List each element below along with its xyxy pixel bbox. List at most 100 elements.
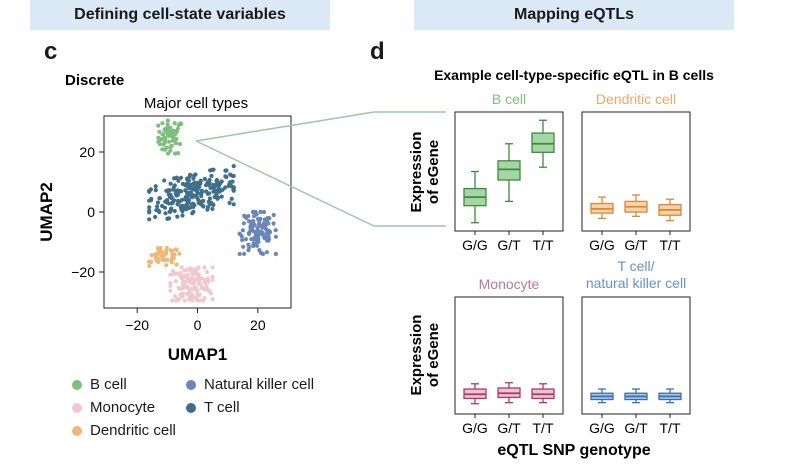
umap-point [199,298,204,303]
umap-point [171,137,176,142]
umap-point [267,216,272,221]
umap-point [264,227,269,232]
umap-point [195,288,200,293]
umap-point [188,280,193,285]
umap-point [147,205,152,210]
panel-d-title: Example cell-type-specific eQTL in B cel… [434,67,714,83]
panel-c-letter: c [44,38,58,65]
umap-point [172,208,177,214]
umap-point [149,259,154,264]
boxplot-box [463,170,487,224]
umap-point [179,197,184,203]
umap-point [199,285,205,290]
umap-point [229,196,234,201]
umap-point [156,123,161,128]
umap-point [173,141,178,146]
umap-point [187,190,192,195]
umap-point [219,194,224,199]
umap-point [171,187,176,192]
panel-c-subtitle: Discrete [65,72,124,89]
umap-point [230,173,235,178]
umap-point [160,121,165,126]
umap-point [246,219,252,224]
umap-point [266,238,271,243]
umap-point [174,247,179,253]
umap-point [169,260,174,265]
genotype-tick-label: T/T [533,420,554,436]
boxplot-box [531,383,555,404]
umap-point [246,242,251,247]
umap-point [196,200,201,206]
umap-point [249,222,254,227]
umap-point [165,131,170,136]
genotype-tick-label: T/T [533,237,554,253]
umap-point [166,188,171,193]
cell-type-legend: B cell Natural killer cell Monocyte T ce… [72,376,372,446]
umap-point [153,214,158,220]
umap-point [168,209,173,214]
umap-point [190,277,195,282]
genotype-tick-label: G/G [589,237,615,253]
umap-point [273,234,278,239]
umap-point [242,251,247,256]
genotype-tick-label: G/T [624,420,648,436]
umap-point [147,198,152,203]
umap-point [246,230,252,236]
umap-point [199,194,204,199]
umap-point [183,188,188,193]
umap-point [162,140,167,145]
umap-point [241,221,246,226]
boxplot-panel-title: T cell/ [617,258,654,274]
umap-point [191,186,196,191]
umap-point [209,173,214,178]
umap-point [169,206,174,211]
left-section-title: Defining cell-state variables [74,6,286,23]
umap-point [170,200,175,205]
umap-point [211,202,216,207]
umap-point [257,248,262,253]
boxplot-box [658,388,682,404]
umap-point [251,243,256,249]
umap-point [210,277,215,282]
genotype-tick-label: G/T [497,237,521,253]
umap-point [231,202,236,207]
umap-point [210,265,215,270]
umap-point [188,172,193,177]
umap-point [168,288,173,293]
umap-point [177,141,183,147]
umap-point [227,200,232,205]
umap-point [217,181,223,186]
umap-point [168,181,173,186]
umap-point [165,118,170,123]
umap-point [174,262,179,267]
legend-item-b-cell: B cell [72,376,127,393]
boxplot-box [463,383,487,405]
umap-cluster-monocyte [168,265,215,303]
umap-point [190,294,196,299]
umap-point [231,164,236,169]
umap-point [202,265,207,270]
genotype-tick-label: G/G [462,237,488,253]
umap-point [211,182,216,187]
umap-point [201,198,206,203]
legend-dot-b-cell [72,379,82,390]
zoom-connector [195,111,446,227]
umap-cluster-dendritic-cell [147,245,182,269]
umap-point [194,195,199,200]
umap-point [210,274,215,279]
umap-point [254,243,260,248]
panel-d-letter: d [370,38,385,65]
umap-point [174,175,179,180]
umap-point [231,185,236,190]
umap-point [237,251,242,257]
left-section-banner: Defining cell-state variables [30,0,330,30]
umap-x-axis-label: UMAP1 [168,345,228,364]
umap-point [176,285,181,290]
umap-point [153,184,158,189]
umap-point [168,281,173,286]
boxplot-panel-title: B cell [492,91,526,107]
umap-point [177,251,182,256]
legend-dot-t-cell [186,402,196,413]
umap-point [256,236,261,241]
